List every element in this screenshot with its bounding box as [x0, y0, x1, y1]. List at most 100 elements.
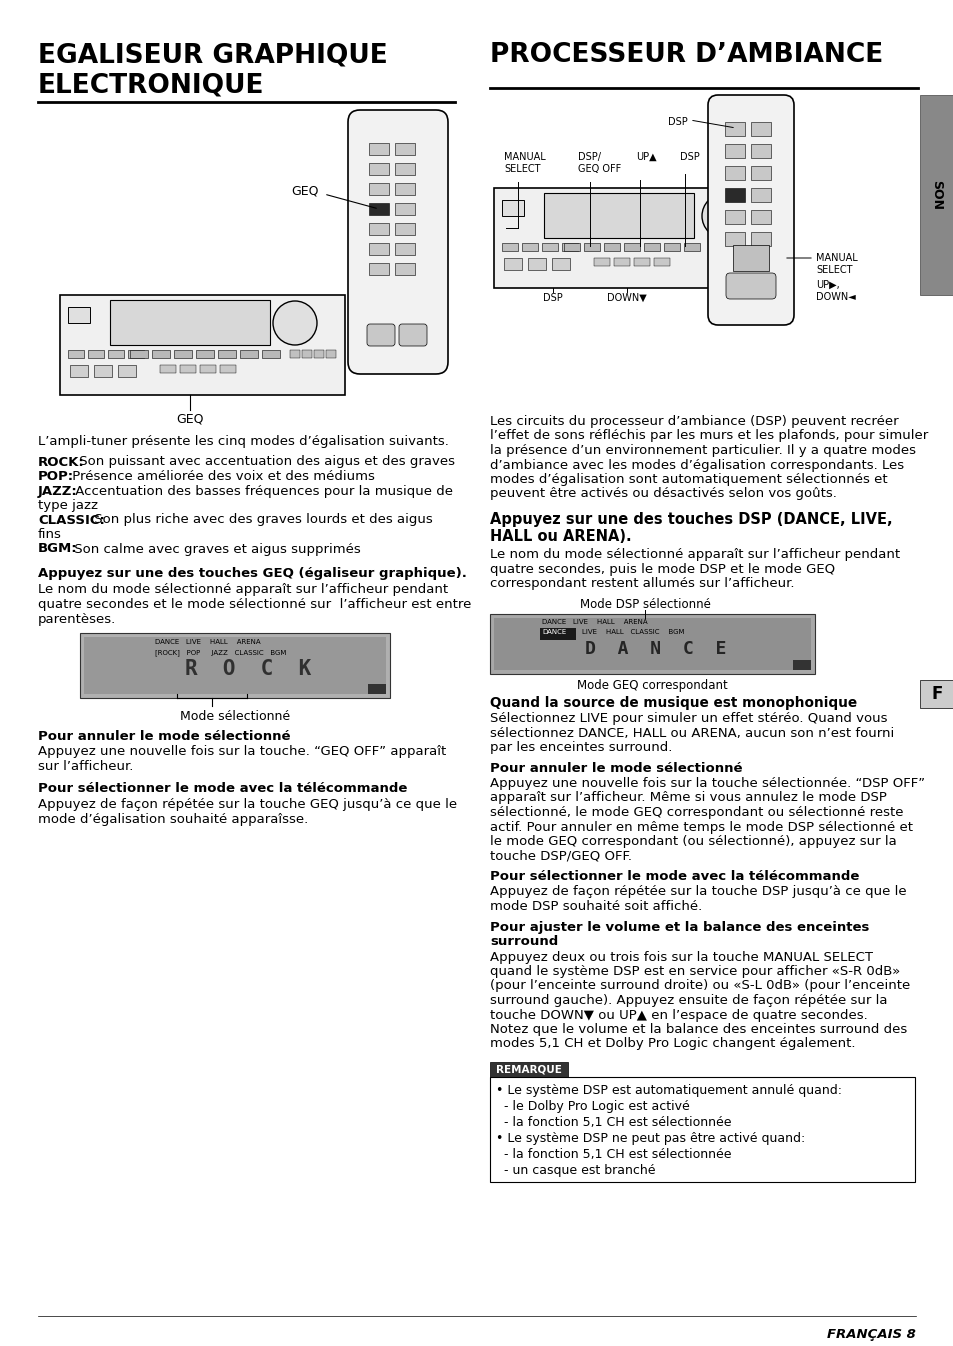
Text: Notez que le volume et la balance des enceintes surround des: Notez que le volume et la balance des en… [490, 1023, 906, 1036]
Text: Son calme avec graves et aigus supprimés: Son calme avec graves et aigus supprimés [70, 542, 360, 556]
Bar [108, 350, 124, 358]
Bar [118, 365, 136, 377]
Bar [84, 637, 386, 695]
Text: MANUAL
SELECT: MANUAL SELECT [503, 152, 545, 174]
Text: Mode sélectionné: Mode sélectionné [180, 709, 290, 723]
Bar [503, 258, 521, 271]
Bar [220, 365, 235, 373]
Text: Son puissant avec accentuation des aigus et des graves: Son puissant avec accentuation des aigus… [75, 455, 455, 468]
Text: correspondant restent allumés sur l’afficheur.: correspondant restent allumés sur l’affi… [490, 577, 794, 590]
FancyBboxPatch shape [724, 232, 744, 246]
Bar [501, 244, 517, 250]
FancyBboxPatch shape [60, 295, 345, 394]
Bar [94, 365, 112, 377]
FancyBboxPatch shape [369, 143, 389, 155]
Text: UP▲: UP▲ [636, 152, 656, 162]
Bar [195, 350, 213, 358]
Bar [152, 350, 170, 358]
Text: touche DOWN▼ ou UP▲ en l’espace de quatre secondes.: touche DOWN▼ ou UP▲ en l’espace de quatr… [490, 1008, 867, 1022]
Text: Mode GEQ correspondant: Mode GEQ correspondant [576, 678, 726, 692]
Text: CLASSIC:: CLASSIC: [38, 514, 105, 526]
Text: Appuyez une nouvelle fois sur la touche. “GEQ OFF” apparaît: Appuyez une nouvelle fois sur la touche.… [38, 746, 446, 759]
Bar [614, 258, 629, 267]
FancyBboxPatch shape [707, 96, 793, 324]
Text: DANCE   LIVE    HALL    ARENA: DANCE LIVE HALL ARENA [154, 639, 260, 645]
Bar [539, 627, 576, 639]
Text: apparaît sur l’afficheur. Même si vous annulez le mode DSP: apparaît sur l’afficheur. Même si vous a… [490, 791, 886, 805]
Text: ROCK:: ROCK: [38, 455, 85, 468]
Bar [88, 350, 104, 358]
Text: DSP/
GEQ OFF: DSP/ GEQ OFF [578, 152, 620, 174]
Text: la présence d’un environnement particulier. Il y a quatre modes: la présence d’un environnement particuli… [490, 444, 915, 458]
FancyBboxPatch shape [369, 203, 389, 215]
Bar [180, 365, 195, 373]
Bar [919, 680, 953, 708]
Text: PROCESSEUR D’AMBIANCE: PROCESSEUR D’AMBIANCE [490, 42, 882, 69]
Bar [110, 300, 270, 345]
Bar [594, 258, 609, 267]
Text: L’ampli-tuner présente les cinq modes d’égalisation suivants.: L’ampli-tuner présente les cinq modes d’… [38, 435, 449, 448]
FancyBboxPatch shape [395, 203, 415, 215]
Bar [173, 350, 192, 358]
Bar [603, 244, 619, 250]
Text: Pour annuler le mode sélectionné: Pour annuler le mode sélectionné [38, 730, 291, 743]
Bar [262, 350, 280, 358]
Text: BGM:: BGM: [38, 542, 77, 556]
Text: - la fonction 5,1 CH est sélectionnée: - la fonction 5,1 CH est sélectionnée [496, 1116, 731, 1129]
FancyBboxPatch shape [750, 232, 770, 246]
Text: MANUAL
SELECT: MANUAL SELECT [815, 253, 857, 275]
Text: ELECTRONIQUE: ELECTRONIQUE [38, 71, 264, 98]
Text: sélectionné, le mode GEQ correspondant ou sélectionné reste: sélectionné, le mode GEQ correspondant o… [490, 806, 902, 818]
Text: DOWN▼: DOWN▼ [606, 293, 646, 303]
Bar [314, 350, 324, 358]
FancyBboxPatch shape [395, 223, 415, 236]
FancyBboxPatch shape [395, 163, 415, 175]
FancyBboxPatch shape [367, 324, 395, 346]
Text: HALL ou ARENA).: HALL ou ARENA). [490, 529, 631, 544]
Bar [561, 244, 578, 250]
Text: JAZZ:: JAZZ: [38, 485, 77, 498]
Bar [634, 258, 649, 267]
Bar [654, 258, 669, 267]
Text: DSP: DSP [667, 117, 687, 127]
Text: Pour sélectionner le mode avec la télécommande: Pour sélectionner le mode avec la téléco… [490, 870, 859, 883]
Bar [326, 350, 335, 358]
FancyBboxPatch shape [395, 183, 415, 195]
Bar [70, 365, 88, 377]
Text: (pour l’enceinte surround droite) ou «S-L 0dB» (pour l’enceinte: (pour l’enceinte surround droite) ou «S-… [490, 980, 909, 992]
FancyBboxPatch shape [369, 244, 389, 254]
Text: Les circuits du processeur d’ambiance (DSP) peuvent recréer: Les circuits du processeur d’ambiance (D… [490, 415, 898, 428]
FancyBboxPatch shape [724, 144, 744, 157]
Text: • Le système DSP ne peut pas être activé quand:: • Le système DSP ne peut pas être activé… [496, 1132, 804, 1145]
Text: peuvent être activés ou désactivés selon vos goûts.: peuvent être activés ou désactivés selon… [490, 487, 836, 501]
Bar [527, 258, 545, 271]
Text: touche DSP/GEQ OFF.: touche DSP/GEQ OFF. [490, 849, 631, 863]
Text: - la fonction 5,1 CH est sélectionnée: - la fonction 5,1 CH est sélectionnée [496, 1148, 731, 1162]
Text: modes 5,1 CH et Dolby Pro Logic changent également.: modes 5,1 CH et Dolby Pro Logic changent… [490, 1038, 855, 1050]
Bar [130, 350, 148, 358]
Bar [490, 1077, 914, 1182]
FancyBboxPatch shape [750, 188, 770, 202]
Text: D  A  N  C  E: D A N C E [584, 639, 725, 657]
Text: parentèses.: parentèses. [38, 612, 116, 626]
Text: Le nom du mode sélectionné apparaît sur l’afficheur pendant: Le nom du mode sélectionné apparaît sur … [490, 548, 900, 561]
Bar [200, 365, 215, 373]
Text: UP▶,
DOWN◄: UP▶, DOWN◄ [815, 280, 855, 302]
FancyBboxPatch shape [369, 183, 389, 195]
Text: EGALISEUR GRAPHIQUE: EGALISEUR GRAPHIQUE [38, 42, 387, 69]
Text: fins: fins [38, 528, 62, 541]
FancyBboxPatch shape [494, 188, 779, 288]
Bar [160, 365, 175, 373]
Text: le mode GEQ correspondant (ou sélectionné), appuyez sur la: le mode GEQ correspondant (ou sélectionn… [490, 835, 896, 848]
FancyBboxPatch shape [750, 166, 770, 180]
Text: Accentuation des basses fréquences pour la musique de: Accentuation des basses fréquences pour … [71, 485, 453, 498]
FancyBboxPatch shape [724, 188, 744, 202]
Text: quand le système DSP est en service pour afficher «S-R 0dB»: quand le système DSP est en service pour… [490, 965, 900, 979]
FancyBboxPatch shape [369, 163, 389, 175]
Text: REMARQUE: REMARQUE [496, 1065, 561, 1074]
Text: - un casque est branché: - un casque est branché [496, 1164, 655, 1176]
Text: Appuyez sur une des touches DSP (DANCE, LIVE,: Appuyez sur une des touches DSP (DANCE, … [490, 511, 892, 528]
Bar [541, 244, 558, 250]
Text: modes d’égalisation sont automatiquement sélectionnés et: modes d’égalisation sont automatiquement… [490, 472, 886, 486]
Bar [623, 244, 639, 250]
